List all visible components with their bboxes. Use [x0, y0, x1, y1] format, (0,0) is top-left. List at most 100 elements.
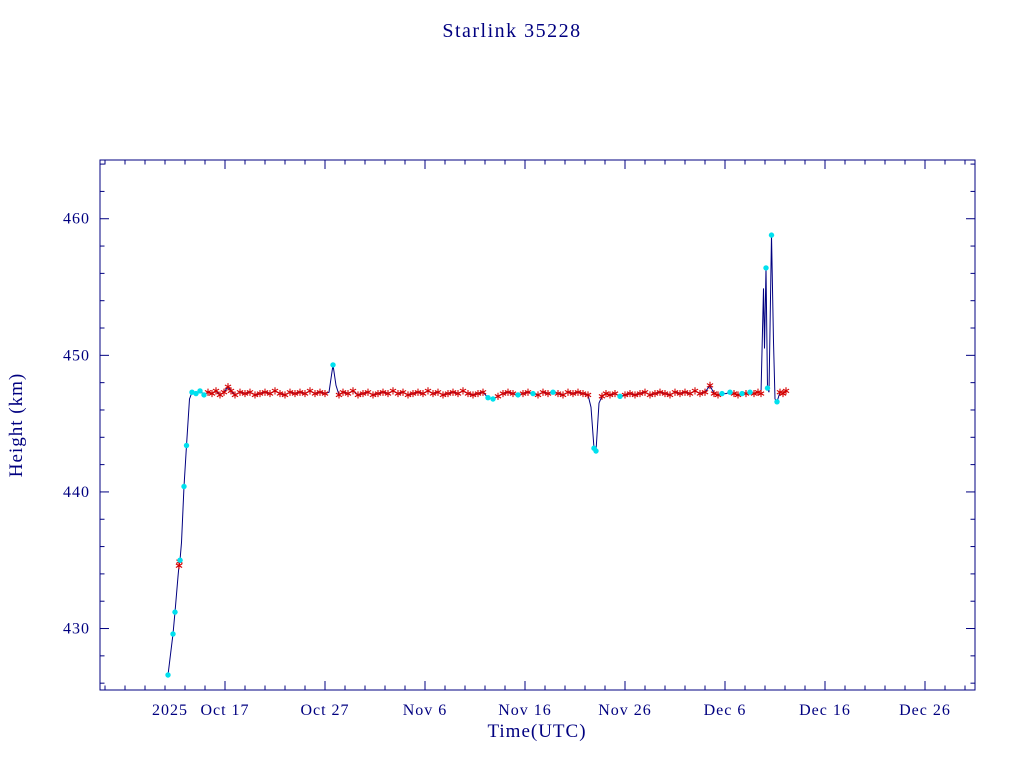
cyan-dot-marker [193, 390, 199, 397]
red-asterisk-marker [424, 387, 432, 395]
cyan-dot-marker [763, 265, 769, 271]
red-asterisk-marker [271, 387, 279, 395]
cyan-dot-marker [617, 393, 623, 399]
red-asterisk-marker [621, 391, 629, 399]
red-asterisk-marker [706, 381, 714, 389]
red-asterisk-marker [606, 391, 614, 399]
red-asterisk-marker [227, 387, 235, 395]
year-label: 2025 [152, 702, 188, 719]
red-asterisk-marker [544, 389, 552, 398]
red-asterisk-marker [631, 391, 639, 399]
y-axis-label: Height (km) [6, 373, 27, 477]
red-asterisk-marker [251, 391, 259, 399]
red-asterisk-marker [569, 389, 577, 398]
red-asterisk-marker [261, 388, 269, 396]
red-asterisk-marker [236, 388, 244, 396]
red-asterisk-marker [661, 389, 669, 398]
red-asterisk-marker [602, 389, 610, 398]
red-asterisk-marker [212, 387, 220, 395]
red-asterisk-marker [579, 389, 587, 398]
cyan-dot-marker [515, 392, 521, 398]
x-tick-label: Dec 16 [799, 702, 851, 719]
y-tick-label: 450 [63, 347, 90, 364]
red-asterisk-marker [379, 388, 387, 396]
cyan-dot-marker [727, 389, 733, 395]
y-tick-label: 440 [63, 484, 90, 501]
red-asterisk-marker [404, 391, 412, 399]
red-asterisk-marker [611, 389, 619, 398]
red-asterisk-marker [564, 388, 572, 396]
red-asterisk-marker [276, 389, 284, 398]
red-asterisk-marker [519, 389, 527, 398]
plot-frame [99, 159, 976, 691]
red-asterisk-marker [651, 389, 659, 398]
cyan-dot-marker [330, 362, 336, 368]
cyan-dot-markers [165, 232, 780, 678]
red-asterisk-marker [414, 388, 422, 396]
red-asterisk-marker [656, 388, 664, 396]
cyan-dot-marker [165, 672, 171, 678]
x-axis-label: Time(UTC) [487, 721, 586, 742]
height-line [167, 235, 787, 676]
chart-title: Starlink 35228 [442, 20, 581, 42]
cyan-dot-marker [177, 557, 183, 563]
red-asterisk-marker [316, 388, 324, 396]
red-asterisk-marker [509, 389, 517, 398]
cyan-dot-marker [170, 631, 176, 637]
red-asterisk-marker [469, 391, 477, 399]
red-asterisk-marker [534, 391, 542, 399]
red-asterisk-marker [321, 389, 329, 398]
red-asterisk-marker [574, 388, 582, 396]
red-asterisk-marker [459, 387, 467, 395]
cyan-dot-marker [739, 390, 745, 397]
red-asterisk-marker [779, 389, 787, 398]
red-asterisk-marker [474, 389, 482, 398]
red-asterisk-marker [464, 389, 472, 398]
x-tick-label: Oct 27 [300, 702, 349, 719]
red-asterisk-marker [626, 389, 634, 398]
red-asterisk-marker [554, 389, 562, 398]
red-asterisk-marker [636, 389, 644, 398]
red-asterisk-marker [286, 388, 294, 396]
plot-area: Oct 17 Oct 27 Nov 6 Nov 16 Nov 26 Dec 6 Dec 16… [63, 159, 976, 719]
cyan-dot-marker [719, 390, 725, 397]
y-tick-label: 430 [63, 621, 90, 638]
cyan-dot-marker [764, 385, 771, 391]
red-asterisk-marker [354, 391, 362, 399]
red-asterisk-marker [311, 389, 319, 398]
y-tick-label: 460 [63, 211, 90, 228]
red-asterisk-marker [439, 391, 447, 399]
axis-ticks [100, 160, 975, 690]
cyan-dot-marker [747, 389, 753, 395]
cyan-dot-marker [768, 232, 775, 238]
red-asterisk-marker [389, 387, 397, 395]
red-asterisk-marker [349, 387, 357, 395]
red-asterisk-marker [539, 388, 547, 396]
cyan-dot-marker [183, 442, 190, 449]
cyan-dot-marker [490, 396, 496, 402]
red-asterisk-marker [494, 392, 502, 400]
x-tick-label: Nov 26 [598, 702, 652, 719]
red-asterisk-marker [409, 389, 417, 398]
x-tick-label: Dec 6 [704, 702, 747, 719]
red-asterisk-marker [394, 389, 402, 398]
x-tick-label: Nov 6 [403, 702, 448, 719]
red-asterisk-markers [175, 381, 790, 570]
red-asterisk-marker [524, 388, 532, 396]
red-asterisk-marker [646, 391, 654, 399]
red-asterisk-marker [598, 392, 606, 400]
red-asterisk-marker [306, 387, 314, 395]
red-asterisk-marker [499, 389, 507, 398]
red-asterisk-marker [359, 389, 367, 398]
red-asterisk-marker [584, 391, 592, 399]
red-asterisk-marker [444, 389, 452, 398]
red-asterisk-marker [696, 389, 704, 398]
red-asterisk-marker [701, 388, 709, 396]
red-asterisk-marker [296, 388, 304, 396]
cyan-dot-marker [774, 399, 780, 405]
red-asterisk-marker [339, 388, 347, 396]
red-asterisk-marker [374, 389, 382, 398]
red-asterisk-marker [681, 388, 689, 396]
red-asterisk-marker [710, 389, 718, 398]
